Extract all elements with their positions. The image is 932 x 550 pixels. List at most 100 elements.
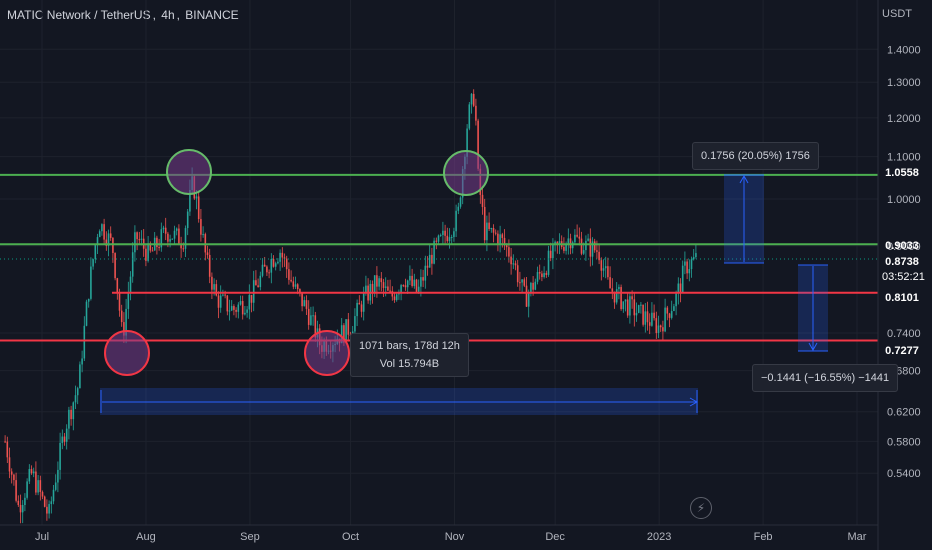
- candle-body: [35, 471, 37, 493]
- candle-body: [653, 312, 655, 319]
- candle-body: [21, 505, 24, 513]
- candle-body: [413, 279, 416, 286]
- time-axis[interactable]: Jul Aug Sep Oct Nov Dec 2023 Feb Mar: [0, 524, 878, 543]
- candle-body: [618, 287, 620, 290]
- candle-body: [420, 277, 422, 287]
- candle-body: [615, 289, 618, 303]
- date-range-label: 1071 bars, 178d 12h Vol 15.794B: [350, 333, 469, 377]
- candle-body: [563, 246, 565, 251]
- candle-body: [244, 312, 246, 315]
- candle-body: [541, 273, 543, 277]
- candle-body: [422, 277, 424, 281]
- candle-body: [534, 281, 537, 290]
- candle-body: [50, 501, 53, 505]
- circle-nov-top[interactable]: [443, 150, 489, 196]
- candle-body: [96, 237, 99, 246]
- candle-body: [160, 229, 163, 248]
- candle-body: [202, 234, 204, 236]
- candle-body: [466, 128, 468, 157]
- candle-body: [433, 240, 435, 264]
- candle-body: [116, 278, 119, 293]
- candle-body: [158, 247, 160, 249]
- candle-body: [629, 296, 631, 316]
- candle-body: [79, 364, 81, 389]
- candle-body: [136, 232, 138, 240]
- candle-body: [679, 283, 682, 293]
- candle-body: [270, 258, 273, 273]
- candle-body: [103, 224, 105, 240]
- price-tag-last: 0.8738 03:52:21: [882, 255, 925, 285]
- candle-body: [488, 222, 490, 229]
- candle-body: [228, 310, 231, 312]
- candle-body: [675, 293, 677, 307]
- candle-body: [213, 284, 215, 290]
- candle-body: [576, 234, 578, 237]
- candle-body: [129, 276, 132, 293]
- candle-body: [640, 304, 642, 306]
- lightning-icon[interactable]: ⚡: [690, 497, 712, 519]
- candle-body: [61, 436, 64, 443]
- price-axis-label: 0.5400: [887, 468, 921, 480]
- candle-body: [310, 315, 312, 325]
- candle-body: [19, 504, 22, 513]
- time-axis-label: Feb: [754, 531, 773, 543]
- interval-label[interactable]: 4h: [161, 8, 175, 22]
- candle-body: [547, 250, 550, 275]
- candle-body: [470, 93, 473, 105]
- candle-body: [6, 441, 9, 458]
- candle-body: [257, 285, 259, 288]
- candle-body: [510, 256, 512, 265]
- drawings: [100, 149, 828, 415]
- candle-body: [81, 358, 83, 365]
- candle-body: [642, 304, 644, 325]
- time-axis-label: Nov: [445, 531, 465, 543]
- candle-body: [448, 237, 451, 242]
- candle-body: [120, 310, 123, 323]
- lower-measure-arrowhead: [808, 342, 818, 352]
- currency-label: USDT: [882, 8, 912, 20]
- candle-body: [52, 489, 55, 502]
- candle-body: [182, 248, 185, 250]
- candle-body: [28, 469, 31, 482]
- candle-body: [186, 211, 189, 229]
- candle-body: [340, 325, 343, 344]
- candle-body: [602, 268, 605, 271]
- candle-body: [525, 285, 528, 307]
- candle-body: [666, 307, 669, 314]
- candle-body: [536, 272, 539, 282]
- candle-body: [125, 308, 127, 336]
- candle-body: [400, 285, 402, 293]
- circle-sep-bottom[interactable]: [304, 330, 350, 376]
- candle-body: [492, 228, 495, 233]
- candle-body: [442, 230, 444, 235]
- candle-body: [538, 272, 541, 274]
- candle-body: [611, 288, 614, 292]
- circle-jul-bottom[interactable]: [104, 330, 150, 376]
- candle-body: [690, 259, 693, 270]
- candle-body: [646, 311, 649, 323]
- candle-body: [109, 233, 112, 238]
- candle-body: [501, 234, 504, 238]
- candle-body: [428, 254, 431, 268]
- candle-body: [391, 291, 394, 297]
- candle-body: [312, 315, 314, 317]
- candle-body: [208, 254, 211, 277]
- candle-body: [13, 474, 15, 481]
- candle-body: [552, 243, 554, 259]
- time-axis-label: Mar: [848, 531, 867, 543]
- circle-aug-top[interactable]: [166, 149, 212, 195]
- candle-body: [607, 266, 609, 278]
- candle-body: [90, 266, 92, 299]
- candle-body: [4, 441, 6, 443]
- candle-body: [651, 312, 653, 326]
- candle-body: [107, 233, 110, 246]
- candle-body: [393, 296, 396, 301]
- time-axis-label: Aug: [136, 531, 156, 543]
- price-tag-2: 0.9033: [882, 238, 922, 254]
- candle-body: [477, 120, 479, 169]
- candle-body: [246, 309, 248, 313]
- candle-body: [516, 265, 519, 283]
- price-axis-label: 1.3000: [887, 77, 921, 89]
- candle-body: [677, 283, 680, 294]
